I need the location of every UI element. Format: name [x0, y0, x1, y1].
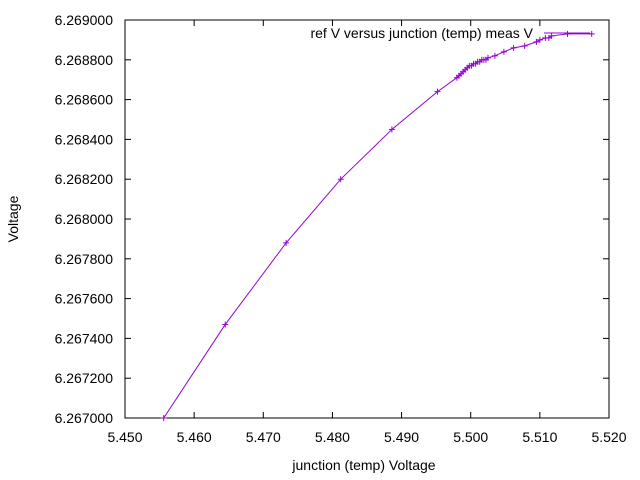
data-point-marker: [283, 239, 290, 246]
x-axis-title: junction (temp) Voltage: [291, 457, 435, 473]
data-point-marker: [388, 126, 395, 133]
x-tick-label: 5.510: [522, 429, 557, 445]
x-tick-label: 5.460: [177, 429, 212, 445]
x-tick-label: 5.480: [315, 429, 350, 445]
x-tick-label: 5.490: [384, 429, 419, 445]
legend: ref V versus junction (temp) meas V: [310, 25, 590, 41]
data-point-marker: [510, 44, 517, 51]
data-point-marker: [548, 32, 555, 39]
y-tick-label: 6.268600: [55, 92, 114, 108]
data-point-marker: [222, 321, 229, 328]
x-axis-ticks: 5.450 5.460 5.470 5.480 5.490 5.500 5.510 5.520: [107, 20, 627, 445]
data-point-marker: [536, 36, 543, 43]
y-tick-label: 6.268800: [55, 52, 114, 68]
x-tick-label: 5.500: [453, 429, 488, 445]
y-tick-label: 6.268400: [55, 131, 114, 147]
data-point-marker: [521, 42, 528, 49]
y-tick-label: 6.267800: [55, 251, 114, 267]
y-tick-label: 6.268000: [55, 211, 114, 227]
y-tick-label: 6.267200: [55, 370, 114, 386]
y-tick-label: 6.267600: [55, 291, 114, 307]
data-point-marker: [434, 88, 441, 95]
data-point-marker: [160, 415, 167, 421]
data-point-marker: [491, 52, 498, 59]
y-axis-ticks: 6.267000 6.267200 6.267400 6.267600 6.267800…: [55, 12, 609, 426]
x-tick-label: 5.470: [246, 429, 281, 445]
data-point-marker: [564, 30, 571, 37]
y-tick-label: 6.267400: [55, 330, 114, 346]
data-point-marker: [500, 48, 507, 55]
x-tick-label: 5.450: [107, 429, 142, 445]
data-point-marker: [337, 176, 344, 183]
y-axis-title: Voltage: [5, 195, 21, 242]
y-tick-label: 6.269000: [55, 12, 114, 28]
legend-series-label: ref V versus junction (temp) meas V: [310, 25, 533, 41]
plot-frame: [124, 19, 610, 419]
series-layer: [160, 30, 595, 421]
data-point-marker: [485, 54, 491, 61]
data-point-marker: [533, 38, 540, 45]
y-tick-label: 6.267000: [55, 410, 114, 426]
x-tick-label: 5.520: [591, 429, 626, 445]
series-line: [163, 33, 592, 419]
y-tick-label: 6.268200: [55, 171, 114, 187]
data-point-marker: [588, 30, 595, 37]
